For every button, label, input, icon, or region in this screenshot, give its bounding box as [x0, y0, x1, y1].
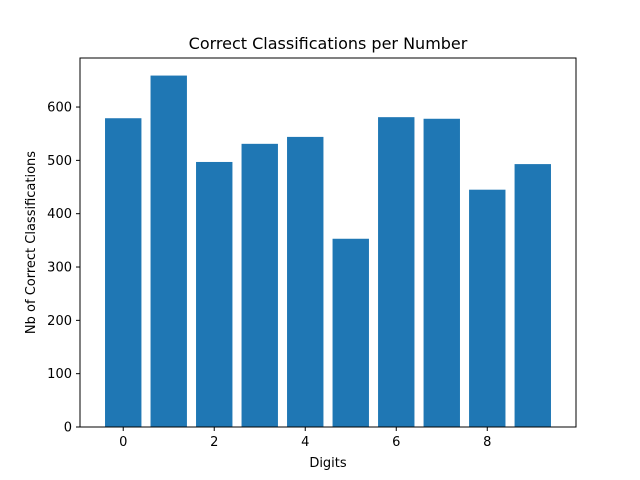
y-tick-label: 400	[47, 207, 72, 222]
bar-digit-6	[378, 117, 415, 427]
bar-digit-7	[423, 118, 460, 427]
y-tick-label: 300	[47, 261, 72, 276]
x-tick-label: 8	[483, 435, 491, 450]
y-tick-label: 600	[47, 101, 72, 116]
x-axis-ticks: 0 2 4 6 8	[119, 427, 491, 450]
x-tick-label: 6	[392, 435, 400, 450]
bar-digit-1	[150, 75, 187, 428]
bar-digit-4	[287, 136, 324, 427]
chart-title: Correct Classifications per Number	[189, 34, 468, 53]
y-tick-label: 0	[64, 421, 72, 436]
bar-digit-3	[241, 143, 278, 427]
y-axis-label: Nb of Correct Classifications	[24, 151, 39, 334]
x-tick-label: 2	[210, 435, 218, 450]
x-tick-label: 4	[301, 435, 309, 450]
bar-digit-2	[196, 161, 233, 427]
plot-frame	[79, 57, 577, 428]
bar-digit-5	[332, 238, 369, 427]
bars-group	[105, 75, 551, 428]
bar-digit-0	[105, 118, 142, 428]
y-tick-label: 500	[47, 154, 72, 169]
bar-digit-8	[469, 189, 506, 427]
y-tick-label: 100	[47, 367, 72, 382]
x-axis-label: Digits	[309, 456, 347, 471]
y-tick-label: 200	[47, 314, 72, 329]
y-axis-ticks: 0 100 200 300 400 500 600	[47, 101, 80, 436]
x-tick-label: 0	[119, 435, 127, 450]
bar-digit-9	[514, 164, 551, 428]
